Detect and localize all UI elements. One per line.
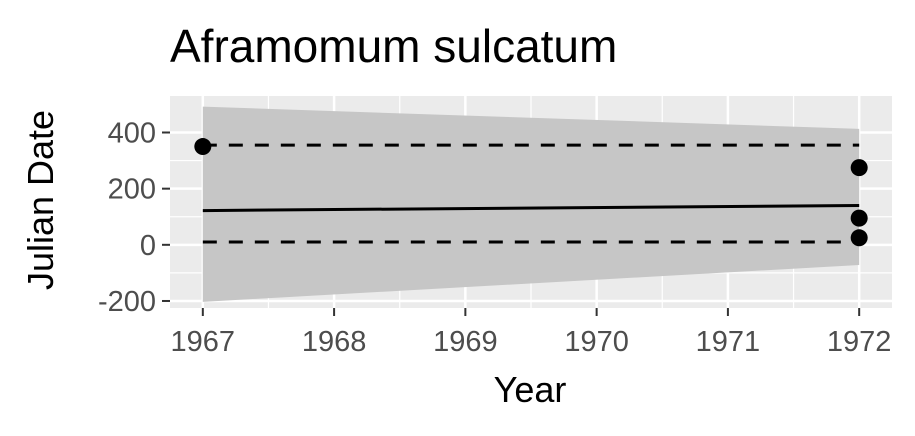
y-axis-title: Julian Date [20, 110, 61, 290]
confidence-band [202, 106, 860, 302]
y-tick-label: 400 [108, 118, 156, 150]
x-tick-label: 1968 [302, 326, 367, 358]
y-tick-label: 0 [140, 230, 156, 262]
trend-line [202, 204, 860, 213]
x-tick-label: 1967 [171, 326, 236, 358]
y-tick-label: 200 [108, 174, 156, 206]
data-point [194, 138, 212, 156]
chart-title: Aframomum sulcatum [170, 20, 617, 72]
data-points [194, 138, 868, 247]
x-tick-label: 1970 [564, 326, 629, 358]
data-point [850, 159, 868, 177]
x-tick-label: 1972 [827, 326, 892, 358]
y-axis-ticks: -200 0 200 400 [98, 118, 170, 318]
x-tick-label: 1971 [696, 326, 761, 358]
data-point [850, 229, 868, 247]
x-axis-title: Year [494, 369, 567, 410]
x-axis-ticks: 1967 1968 1969 1970 1971 1972 [171, 308, 892, 358]
y-tick-label: -200 [98, 286, 156, 318]
x-tick-label: 1969 [433, 326, 498, 358]
data-point [850, 209, 868, 227]
